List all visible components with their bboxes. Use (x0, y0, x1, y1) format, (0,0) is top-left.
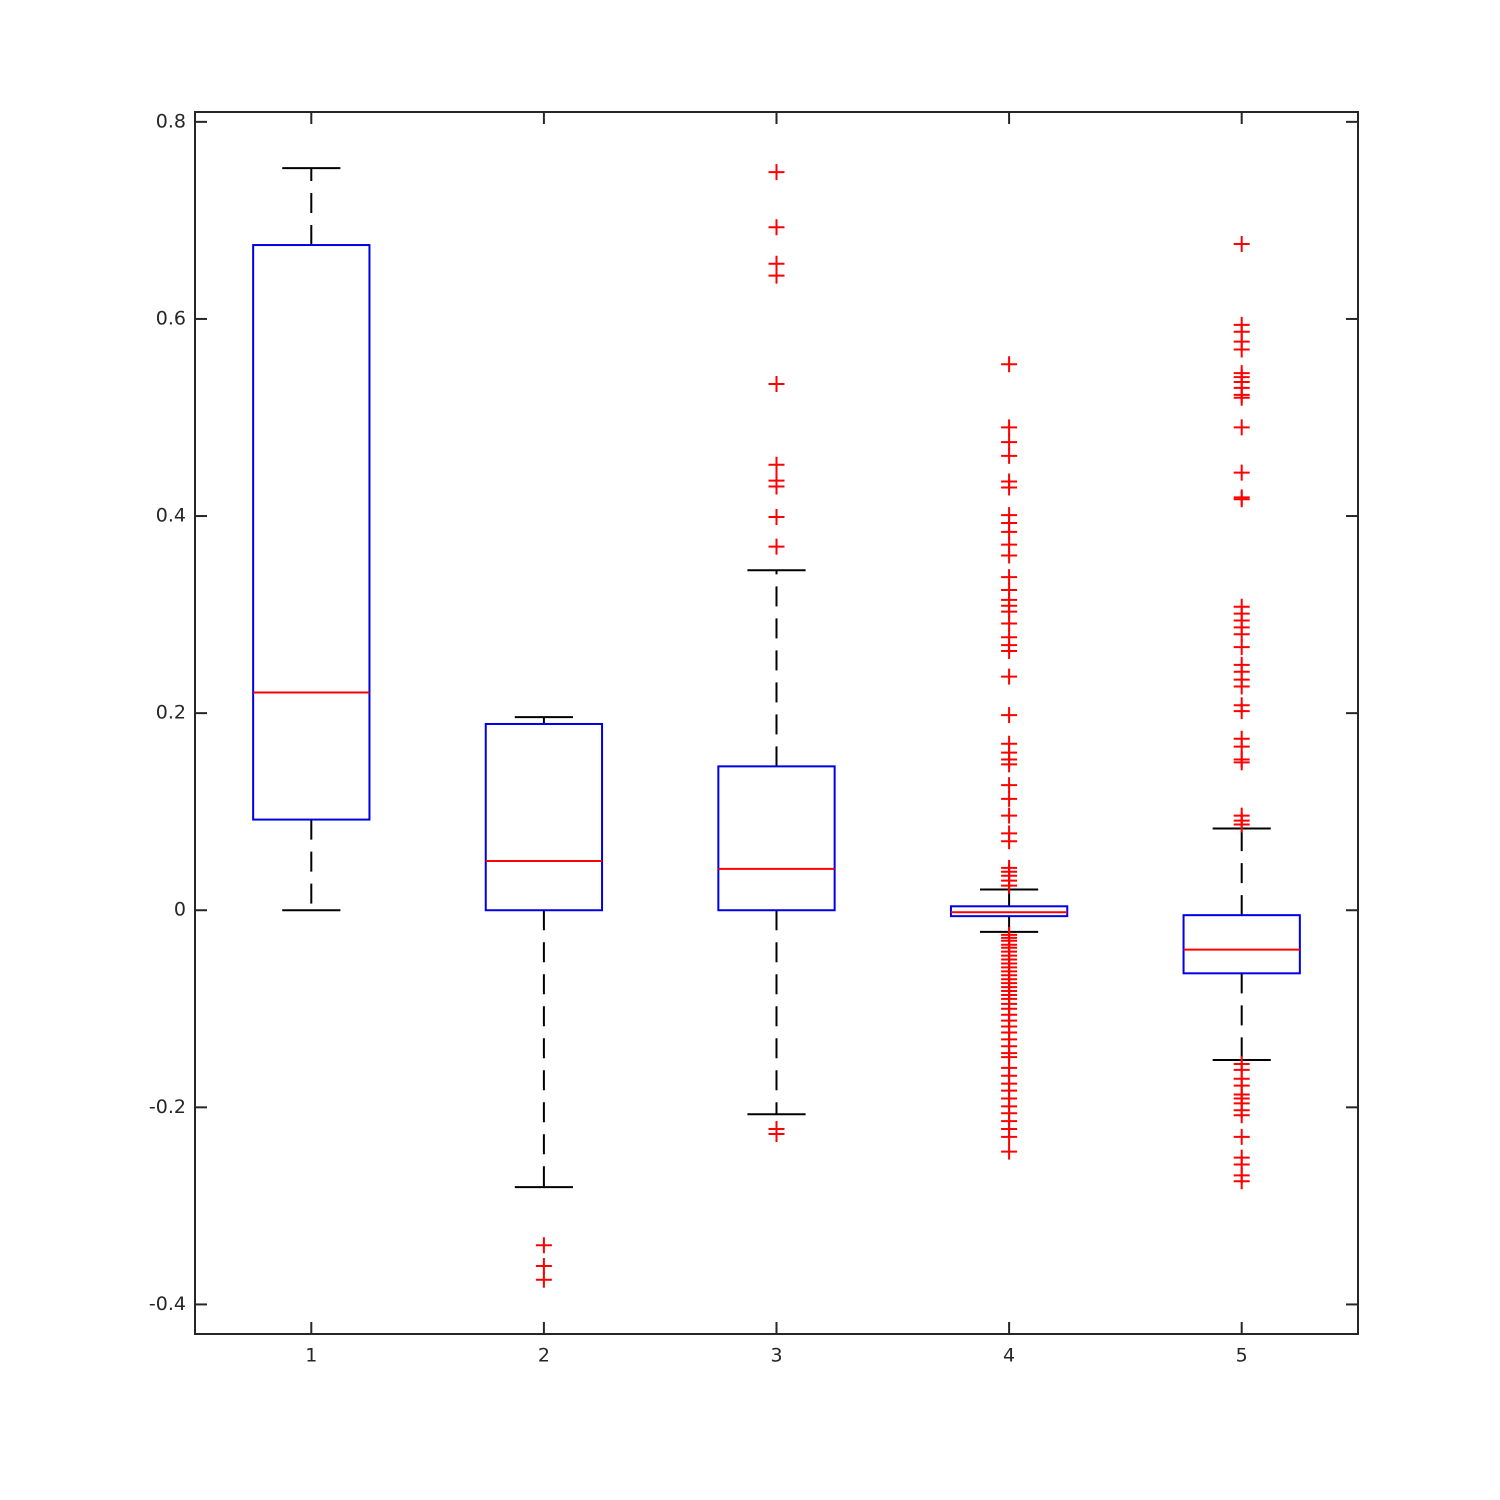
y-tick-label: -0.4 (149, 1293, 186, 1315)
outlier (768, 456, 785, 473)
outlier (1001, 833, 1018, 850)
outlier (1001, 643, 1018, 660)
outlier (1233, 639, 1250, 656)
outlier (768, 478, 785, 495)
outlier (768, 267, 785, 284)
outlier (1001, 1143, 1018, 1160)
outlier (1001, 447, 1018, 464)
box (717, 765, 836, 912)
outlier (535, 1258, 552, 1274)
y-tick-label: 0.4 (156, 505, 186, 527)
x-tick-label: 4 (1003, 1345, 1015, 1367)
outlier (1001, 615, 1018, 632)
y-tick-label: 0.8 (156, 110, 186, 132)
outlier (1233, 703, 1250, 720)
outlier (1233, 389, 1250, 406)
y-tick-label: 0.2 (156, 702, 186, 724)
outlier (1001, 668, 1018, 685)
outlier (1233, 236, 1250, 253)
box (252, 244, 371, 821)
outlier (1233, 1107, 1250, 1124)
x-tick-label: 1 (305, 1345, 317, 1367)
outlier (1001, 777, 1018, 794)
axes-frame (194, 111, 1359, 1335)
outlier (1233, 754, 1250, 771)
y-tick-label: 0.6 (156, 307, 186, 329)
x-tick-label: 3 (770, 1345, 782, 1367)
outlier (1233, 491, 1250, 508)
outlier (768, 1125, 785, 1142)
outlier (1001, 756, 1018, 773)
outlier (1001, 419, 1018, 436)
outlier (1233, 816, 1250, 833)
y-tick-label: -0.2 (149, 1096, 186, 1118)
outlier (1233, 464, 1250, 481)
outlier (1001, 547, 1018, 564)
x-tick-label: 2 (538, 1345, 550, 1367)
outlier (1233, 1173, 1250, 1190)
outlier (1001, 877, 1018, 894)
outlier (768, 538, 785, 555)
outlier (1233, 1128, 1250, 1145)
outlier (768, 509, 785, 526)
outlier (1001, 356, 1018, 373)
outlier (768, 219, 785, 236)
outlier (1233, 419, 1250, 436)
outlier (1001, 1128, 1018, 1145)
outlier (1001, 479, 1018, 496)
x-tick-label: 5 (1236, 1345, 1248, 1367)
outlier (535, 1271, 552, 1288)
outlier (1001, 790, 1018, 807)
outlier (1233, 341, 1250, 358)
outlier (1001, 434, 1018, 451)
y-tick-label: 0 (174, 899, 186, 921)
outlier (1001, 707, 1018, 724)
outlier (535, 1237, 552, 1254)
box (1182, 914, 1301, 975)
outlier (1233, 678, 1250, 695)
outlier (768, 375, 785, 392)
box (484, 722, 604, 912)
outlier (1001, 807, 1018, 824)
outlier (768, 164, 785, 181)
